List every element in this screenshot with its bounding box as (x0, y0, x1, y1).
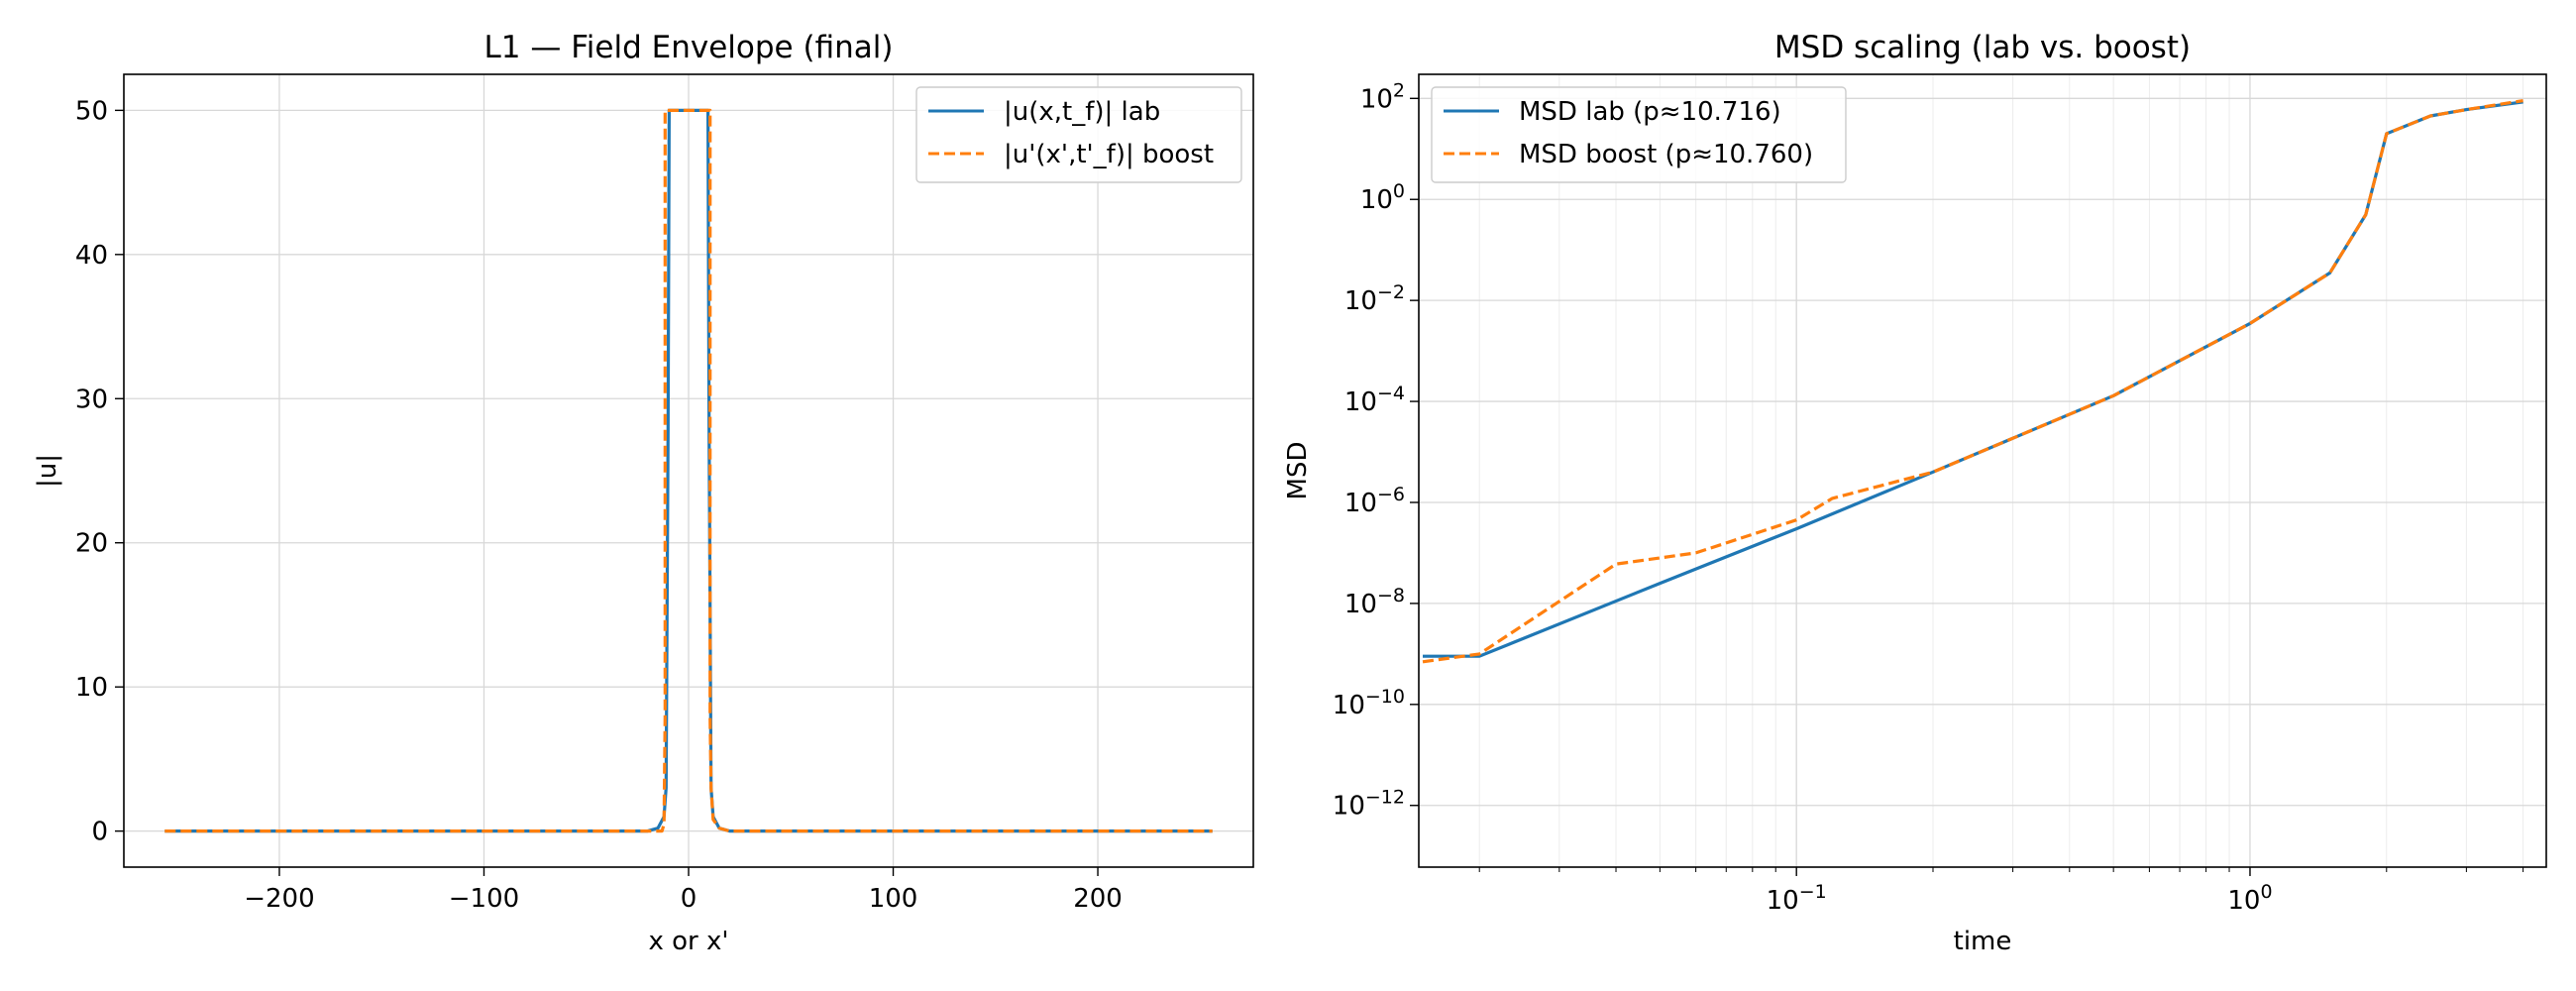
right-y-tick-label: 102 (1360, 79, 1405, 114)
msd-scaling-panel: 10−1 10010−1210−1010−810−610−410−2100102 … (1283, 30, 2547, 956)
left-y-tick-label: 40 (75, 241, 108, 271)
left-legend: |u(x,t_f)| lab |u'(x',t'_f)| boost (915, 86, 1242, 183)
right-x-axis-label: time (1954, 927, 2012, 956)
left-ticks: −200 −100 0 100 200 0 10 20 30 40 50 (75, 96, 1123, 914)
right-y-tick-label: 10−6 (1344, 484, 1405, 518)
left-series-layer (164, 108, 1213, 833)
right-y-tick-label: 10−10 (1333, 686, 1405, 720)
left-x-tick-label: −100 (449, 884, 519, 914)
legend-label-lab: |u(x,t_f)| lab (1004, 97, 1160, 127)
right-y-tick-label: 10−8 (1344, 585, 1405, 619)
left-x-tick-label: −200 (244, 884, 314, 914)
right-ticks: 10−1 100 10−12 10−10 10−8 10−6 10−4 10−2 100 102 (1333, 79, 2524, 916)
series-line-boost (164, 108, 1213, 833)
right-y-axis-label: MSD (1283, 442, 1313, 500)
legend-label-msd-boost: MSD boost (p≈10.760) (1519, 140, 1813, 169)
left-y-tick-label: 10 (75, 673, 108, 703)
left-legend-box (915, 86, 1242, 183)
field-envelope-panel: −200 −100 0 100 200 0 10 20 30 40 50 L1 — Field En… (33, 30, 1254, 956)
right-chart-title: MSD scaling (lab vs. boost) (1774, 30, 2191, 65)
legend-label-msd-lab: MSD lab (p≈10.716) (1519, 97, 1781, 127)
right-x-tick-label: 100 (2227, 881, 2272, 916)
left-x-tick-label: 200 (1073, 884, 1123, 914)
right-legend: MSD lab (p≈10.716) MSD boost (p≈10.760) (1431, 86, 1847, 183)
left-x-tick-label: 100 (869, 884, 918, 914)
left-y-tick-label: 20 (75, 529, 108, 559)
right-y-tick-label: 10−12 (1333, 787, 1405, 822)
right-y-tick-label: 100 (1360, 180, 1405, 215)
left-chart-title: L1 — Field Envelope (final) (484, 30, 894, 65)
legend-label-boost: |u'(x',t'_f)| boost (1004, 140, 1214, 169)
left-x-tick-label: 0 (681, 884, 698, 914)
left-y-axis-label: |u| (33, 454, 62, 488)
right-y-tick-label: 10−4 (1344, 383, 1405, 417)
left-y-tick-label: 50 (75, 96, 108, 126)
right-x-tick-label: 10−1 (1767, 881, 1827, 916)
right-legend-box (1431, 86, 1847, 183)
right-y-tick-label: 10−2 (1344, 281, 1405, 316)
right-series-layer (1422, 99, 2523, 664)
left-y-tick-label: 0 (91, 818, 108, 847)
left-x-axis-label: x or x' (648, 927, 728, 956)
right-axes-frame (1418, 73, 2547, 868)
left-y-tick-label: 30 (75, 385, 108, 414)
series-line-msd-boost (1422, 99, 2523, 664)
